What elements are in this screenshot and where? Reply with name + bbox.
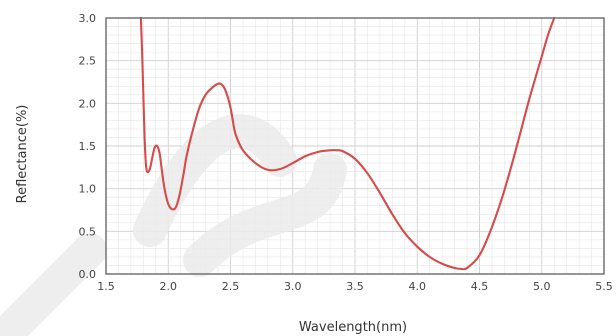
x-tick-label: 2.5 xyxy=(222,280,240,293)
watermark-stroke xyxy=(133,114,297,247)
series-line-0 xyxy=(141,18,554,269)
x-tick-labels: 1.5 2.0 2.5 3.0 3.5 4.0 4.5 5.0 5.5 xyxy=(97,280,613,293)
x-tick-label: 5.0 xyxy=(533,280,551,293)
watermark-stroke xyxy=(0,233,107,336)
series-layer xyxy=(141,18,554,269)
y-tick-label: 2.0 xyxy=(79,97,97,110)
grid xyxy=(105,17,605,275)
x-tick-label: 1.5 xyxy=(97,280,115,293)
x-tick-label: 2.0 xyxy=(160,280,178,293)
x-tick-label: 4.0 xyxy=(409,280,427,293)
watermark xyxy=(0,114,347,336)
y-tick-label: 0.5 xyxy=(79,225,97,238)
x-axis-label: Wavelength(nm) xyxy=(299,320,407,335)
watermark-stroke xyxy=(183,153,347,277)
x-tick-label: 3.5 xyxy=(346,280,364,293)
y-tick-label: 1.0 xyxy=(79,183,97,196)
y-tick-label: 0.0 xyxy=(79,268,97,281)
plot-frame xyxy=(105,17,605,275)
y-axis-label: Reflectance(%) xyxy=(15,105,30,204)
x-tick-label: 4.5 xyxy=(471,280,489,293)
y-tick-label: 2.5 xyxy=(79,55,97,68)
y-tick-label: 3.0 xyxy=(79,12,97,25)
y-tick-labels: 0.0 0.5 1.0 1.5 2.0 2.5 3.0 xyxy=(79,12,97,281)
x-tick-label: 5.5 xyxy=(595,280,613,293)
y-tick-label: 1.5 xyxy=(79,140,97,153)
x-tick-label: 3.0 xyxy=(284,280,302,293)
